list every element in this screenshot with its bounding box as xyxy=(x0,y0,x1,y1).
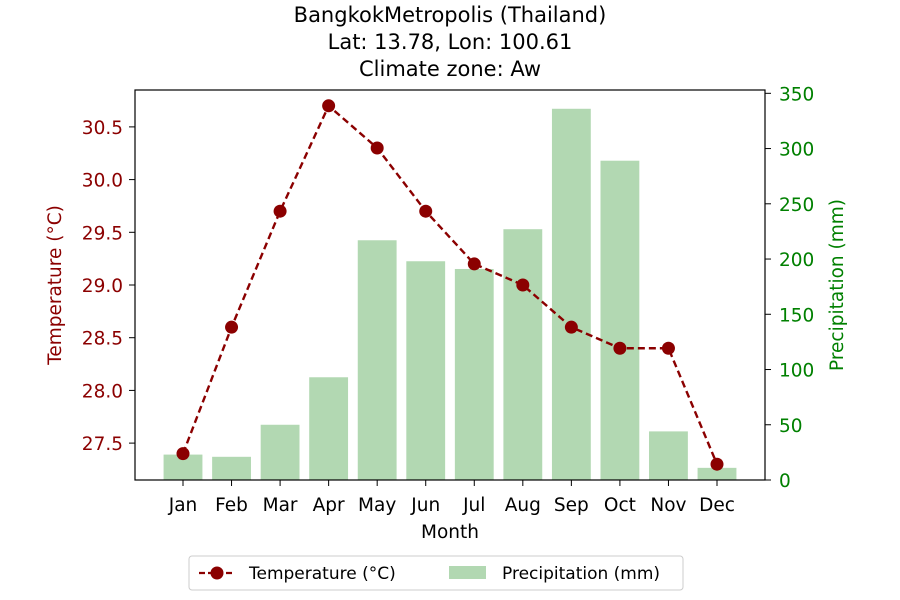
precipitation-bar-jun xyxy=(406,261,446,480)
precipitation-tick-label-7: 350 xyxy=(779,84,814,105)
chart-title: BangkokMetropolis (Thailand) Lat: 13.78,… xyxy=(294,3,607,81)
precipitation-axis: 0 50 100 150 200 250 300 350 xyxy=(765,84,814,492)
precipitation-bar-apr xyxy=(309,377,349,480)
month-tick-label-apr: Apr xyxy=(313,495,345,516)
month-tick-label-jan: Jan xyxy=(168,495,198,516)
precipitation-bar-may xyxy=(357,240,397,480)
precipitation-bar-aug xyxy=(503,229,543,480)
temperature-tick-label-6: 30.5 xyxy=(82,118,123,139)
temperature-point-dec xyxy=(710,457,724,471)
precipitation-bar-feb xyxy=(212,456,251,480)
month-axis: Jan Feb Mar Apr May Jun Jul Aug Sep Oct Nov Dec xyxy=(168,480,735,516)
temperature-tick-label-0: 27.5 xyxy=(82,434,123,455)
precipitation-tick-label-0: 0 xyxy=(779,471,791,492)
chart-title-line-1: BangkokMetropolis (Thailand) xyxy=(294,3,607,27)
precipitation-tick-label-5: 250 xyxy=(779,195,814,216)
temperature-axis: 27.5 28.0 28.5 29.0 29.5 30.0 30.5 xyxy=(82,118,135,455)
precipitation-tick-label-3: 150 xyxy=(779,305,814,326)
chart-title-line-3: Climate zone: Aw xyxy=(359,57,541,81)
temperature-tick-label-4: 29.5 xyxy=(82,223,123,244)
precipitation-tick-label-6: 300 xyxy=(779,140,814,161)
temperature-axis-label: Temperature (°C) xyxy=(45,205,66,366)
temperature-point-apr xyxy=(322,99,336,113)
precipitation-bar-dec xyxy=(697,467,737,480)
month-tick-label-jul: Jul xyxy=(462,495,485,516)
temperature-tick-label-3: 29.0 xyxy=(82,276,123,297)
temperature-point-nov xyxy=(661,341,675,355)
precipitation-bar-oct xyxy=(600,160,640,480)
month-tick-label-mar: Mar xyxy=(263,495,298,516)
temperature-series-line xyxy=(181,103,719,465)
precipitation-tick-label-2: 100 xyxy=(779,361,814,382)
precipitation-bar-nov xyxy=(649,431,688,480)
month-tick-label-aug: Aug xyxy=(505,495,541,516)
month-tick-label-sep: Sep xyxy=(554,495,589,516)
temperature-tick-label-5: 30.0 xyxy=(82,171,123,192)
precipitation-bar-jul xyxy=(454,268,494,480)
month-tick-label-nov: Nov xyxy=(650,495,686,516)
legend-temperature-marker xyxy=(210,566,224,580)
month-tick-label-dec: Dec xyxy=(699,495,735,516)
precipitation-tick-label-1: 50 xyxy=(779,416,803,437)
temperature-point-feb xyxy=(225,320,239,334)
month-tick-label-feb: Feb xyxy=(215,495,248,516)
temperature-point-sep xyxy=(564,320,578,334)
temperature-point-jun xyxy=(419,204,433,218)
precipitation-bar-mar xyxy=(260,424,300,480)
temperature-point-may xyxy=(370,141,384,155)
precipitation-tick-label-4: 200 xyxy=(779,250,814,271)
legend-temperature-label: Temperature (°C) xyxy=(248,564,396,584)
legend-precipitation-swatch xyxy=(449,566,486,579)
precipitation-bar-sep xyxy=(551,108,591,481)
x-axis-label: Month xyxy=(421,522,479,543)
legend: Temperature (°C) Precipitation (mm) xyxy=(188,555,684,591)
temperature-point-oct xyxy=(613,341,627,355)
month-tick-label-oct: Oct xyxy=(604,495,636,516)
temperature-tick-label-1: 28.0 xyxy=(82,381,123,402)
month-tick-label-may: May xyxy=(358,495,396,516)
temperature-line xyxy=(176,99,724,471)
temperature-point-jan xyxy=(176,447,190,461)
precipitation-bars xyxy=(163,108,737,481)
chart-title-line-2: Lat: 13.78, Lon: 100.61 xyxy=(328,30,573,54)
legend-precipitation-label: Precipitation (mm) xyxy=(502,564,660,584)
temperature-point-aug xyxy=(516,278,530,292)
month-tick-label-jun: Jun xyxy=(410,495,440,516)
legend-frame xyxy=(188,555,684,591)
temperature-point-mar xyxy=(273,204,287,218)
temperature-point-jul xyxy=(467,257,481,271)
temperature-tick-label-2: 28.5 xyxy=(82,329,123,350)
precipitation-axis-label: Precipitation (mm) xyxy=(827,199,848,371)
